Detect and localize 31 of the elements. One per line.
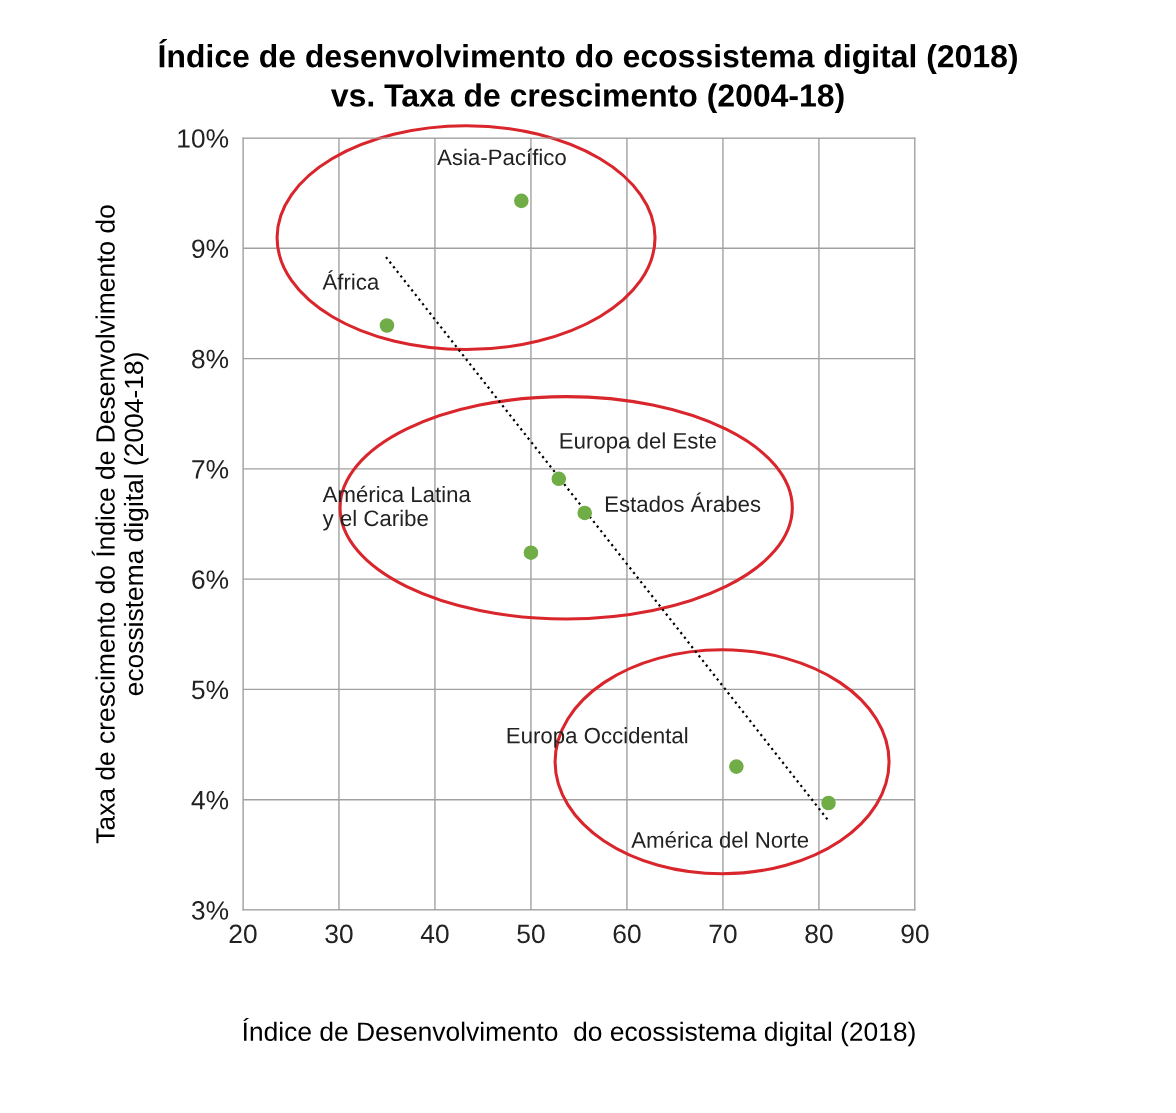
chart-title: Índice de desenvolvimento do ecossistema digital (2018) vs. Taxa de crescimento (2004-18) (159, 38, 1017, 114)
x-tick-label: 30 (325, 924, 353, 944)
y-tick-label: 6% (192, 570, 229, 589)
y-tick-label: 7% (192, 460, 229, 479)
y-axis-title: Taxa de crescimento do Índice de Desenvolvimento do ecossistema digital (2004-18) (91, 205, 149, 844)
point (821, 795, 836, 811)
x-axis-title: Índice de Desenvolvimento do ecossistema digital (2018) (243, 1017, 915, 1047)
annotation: Estados Árabes (605, 492, 761, 512)
y-tick-label: 10% (178, 129, 229, 148)
x-tick-label: 80 (805, 924, 833, 944)
annotation: Europa del Este (560, 432, 716, 454)
y-tick-label: 4% (191, 790, 229, 810)
x-tick-label: 50 (517, 924, 545, 944)
x-tick-label: 60 (613, 924, 641, 944)
x-tick-label: 70 (709, 924, 737, 944)
point (551, 471, 567, 487)
y-tick-label: 3% (191, 901, 229, 920)
y-tick-label: 5% (191, 680, 229, 700)
annotation: América del Norte (631, 831, 809, 848)
point (577, 505, 592, 521)
x-tick-label: 90 (901, 924, 929, 944)
point (514, 193, 529, 209)
x-tick-label: 20 (229, 924, 257, 944)
y-tick-label: 8% (192, 349, 229, 369)
annotation: África (322, 270, 380, 290)
y-tick-label: 9% (192, 239, 229, 259)
point (729, 759, 744, 774)
annotation: Asia-Pacífico (437, 148, 566, 166)
point (379, 318, 395, 333)
point (523, 545, 539, 560)
x-tick-label: 40 (420, 924, 449, 944)
